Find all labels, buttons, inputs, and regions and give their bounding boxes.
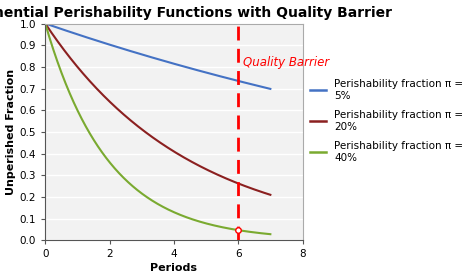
- Y-axis label: Unperished Fraction: Unperished Fraction: [6, 69, 16, 195]
- X-axis label: Periods: Periods: [150, 263, 197, 273]
- Legend: Perishability fraction π =
5%, Perishability fraction π =
20%, Perishability fra: Perishability fraction π = 5%, Perishabi…: [310, 79, 463, 163]
- Text: Quality Barrier: Quality Barrier: [243, 56, 329, 69]
- Title: Exponential Perishability Functions with Quality Barrier: Exponential Perishability Functions with…: [0, 6, 392, 20]
